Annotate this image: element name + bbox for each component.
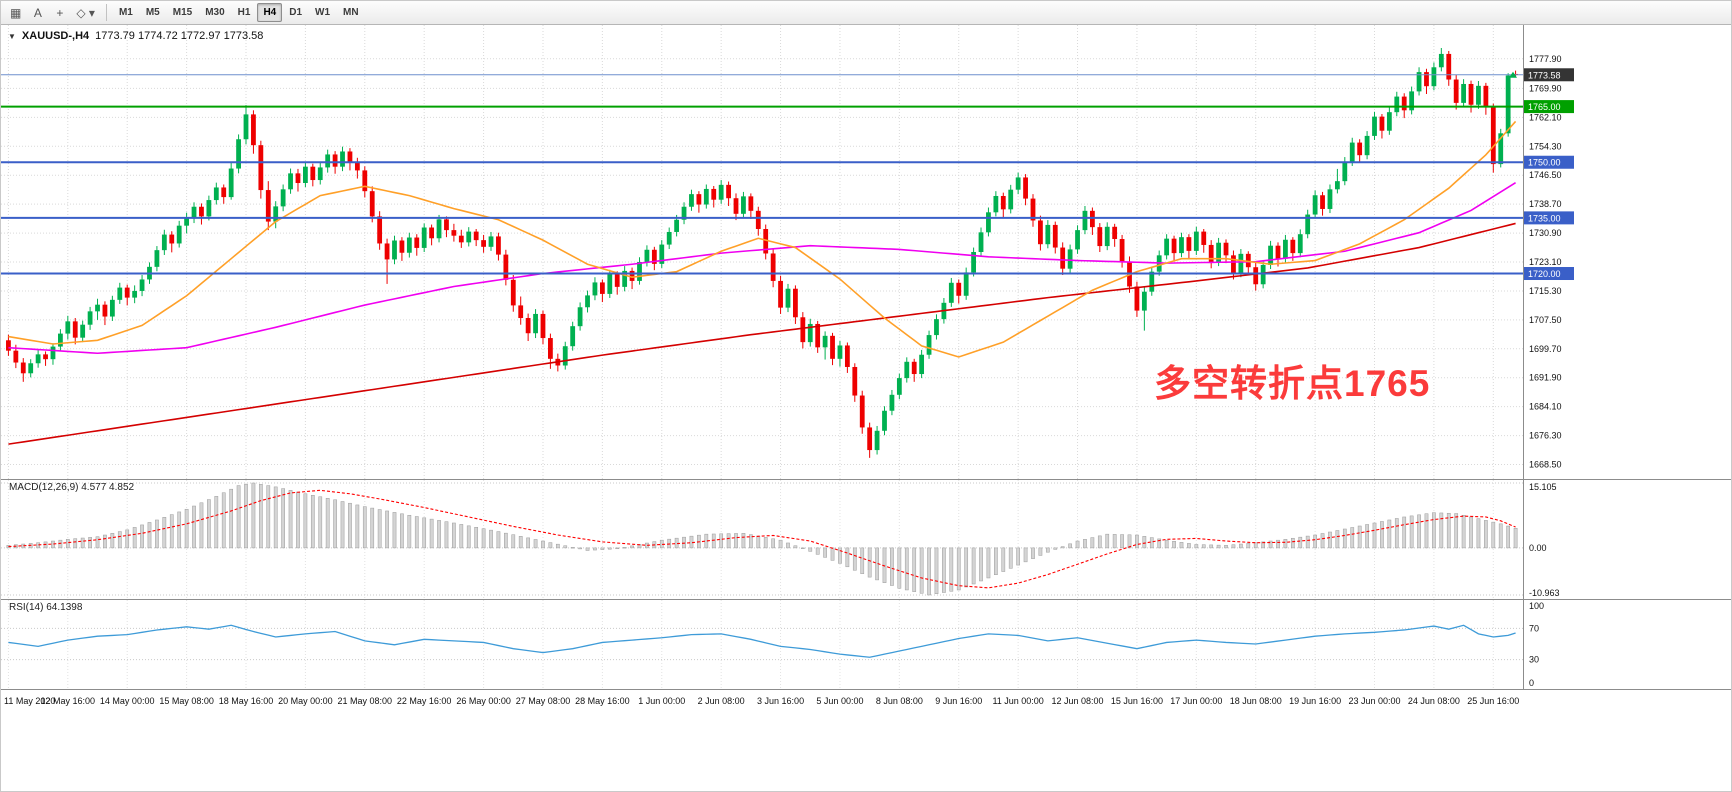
- timeframe-group: M1 M5 M15 M30 H1 H4 D1 W1 MN: [113, 3, 365, 22]
- main-grid-layer: 1777.90 1769.90 1762.10 1754.30 1746.50 1738.…: [1, 25, 1562, 479]
- svg-text:1707.50: 1707.50: [1529, 315, 1562, 325]
- time-label: 22 May 16:00: [397, 696, 452, 706]
- tile-windows-button[interactable]: ▦: [10, 5, 22, 20]
- time-label: 18 May 16:00: [219, 696, 274, 706]
- symbol-timeframe-label: XAUUSD-,H4: [21, 30, 90, 42]
- svg-text:1699.70: 1699.70: [1529, 344, 1562, 354]
- crosshair-tool-button[interactable]: +: [56, 5, 64, 20]
- current-price-badge: [1524, 68, 1574, 82]
- time-label: 8 Jun 08:00: [876, 696, 923, 706]
- svg-text:100: 100: [1529, 601, 1544, 611]
- timeframe-button-H1[interactable]: H1: [237, 7, 251, 18]
- svg-text:1720.00: 1720.00: [1528, 269, 1561, 279]
- ohlc-values: 1773.79 1774.72 1772.97 1773.58: [95, 30, 264, 42]
- macd-histogram: [6, 482, 1518, 596]
- time-label: 11 Jun 00:00: [992, 696, 1043, 706]
- svg-text:70: 70: [1529, 623, 1539, 633]
- svg-text:15.105: 15.105: [1529, 482, 1557, 492]
- time-label: 1 Jun 00:00: [638, 696, 685, 706]
- time-label: 19 Jun 16:00: [1289, 696, 1341, 706]
- svg-text:1746.50: 1746.50: [1529, 170, 1562, 180]
- time-label: 25 Jun 16:00: [1467, 696, 1519, 706]
- cursor-tool-button[interactable]: A: [33, 5, 42, 20]
- svg-text:1765.00: 1765.00: [1528, 102, 1561, 112]
- time-label: 14 May 00:00: [100, 696, 155, 706]
- toolbar-separator: [105, 4, 107, 21]
- main-chart-canvas[interactable]: 1777.90 1769.90 1762.10 1754.30 1746.50 1738.…: [1, 25, 1732, 479]
- time-label: 21 May 08:00: [338, 696, 393, 706]
- svg-text:1668.50: 1668.50: [1529, 460, 1562, 470]
- svg-text:1769.90: 1769.90: [1529, 83, 1562, 93]
- symbol-dropdown-icon[interactable]: ▼: [8, 31, 16, 41]
- price-badge-1750.00: [1524, 155, 1574, 169]
- svg-text:1676.30: 1676.30: [1529, 431, 1562, 441]
- chart-title: ▼ XAUUSD-,H4 1773.79 1774.72 1772.97 177…: [8, 30, 263, 42]
- svg-text:-10.963: -10.963: [1529, 588, 1560, 598]
- svg-text:1715.30: 1715.30: [1529, 286, 1562, 296]
- timeframe-button-M30[interactable]: M30: [205, 7, 225, 18]
- timeframe-button-M5[interactable]: M5: [145, 7, 160, 18]
- svg-text:1773.58: 1773.58: [1528, 70, 1561, 80]
- time-label: 11 May 2020: [4, 696, 55, 706]
- svg-text:1754.30: 1754.30: [1529, 141, 1562, 151]
- macd-signal-line: [8, 489, 1516, 589]
- chart-annotation-text[interactable]: 多空转折点1765: [1154, 363, 1431, 404]
- current-price-arrow-icon: [1509, 71, 1517, 78]
- ma-mid-magenta: [8, 181, 1517, 355]
- timeframe-button-W1[interactable]: W1: [315, 7, 331, 18]
- price-badge-1720.00: [1524, 267, 1574, 281]
- time-label: 2 Jun 08:00: [698, 696, 745, 706]
- rsi-panel-canvas[interactable]: 100 70 30 0: [1, 599, 1732, 689]
- timeframe-button-MN[interactable]: MN: [343, 7, 359, 18]
- svg-text:1684.10: 1684.10: [1529, 402, 1562, 412]
- toolbar: ▦ A + ◇ ▾ M1 M5 M15 M30 H1 H4 D1 W1 MN: [1, 1, 1731, 25]
- macd-indicator-label: MACD(12,26,9) 4.577 4.852: [9, 482, 135, 493]
- svg-text:1730.90: 1730.90: [1529, 228, 1562, 238]
- timeframe-button-H4[interactable]: H4: [257, 3, 283, 22]
- time-label: 15 May 08:00: [159, 696, 214, 706]
- rsi-line: [8, 624, 1516, 658]
- time-label: 28 May 16:00: [575, 696, 630, 706]
- svg-text:30: 30: [1529, 655, 1539, 665]
- timeframe-button-D1[interactable]: D1: [289, 7, 303, 18]
- time-label: 9 Jun 16:00: [935, 696, 982, 706]
- timeframe-button-M1[interactable]: M1: [118, 7, 133, 18]
- ma-fast-orange: [8, 120, 1517, 358]
- time-label: 12 May 16:00: [41, 696, 96, 706]
- time-label: 5 Jun 00:00: [816, 696, 863, 706]
- svg-text:0.00: 0.00: [1529, 543, 1547, 553]
- time-label: 15 Jun 16:00: [1111, 696, 1163, 706]
- svg-text:0: 0: [1529, 678, 1534, 688]
- time-label: 23 Jun 00:00: [1348, 696, 1400, 706]
- time-label: 3 Jun 16:00: [757, 696, 804, 706]
- price-badge-1735.00: [1524, 211, 1574, 225]
- draw-tools-button[interactable]: ◇ ▾: [76, 5, 95, 20]
- time-label: 17 Jun 00:00: [1170, 696, 1222, 706]
- svg-text:1777.90: 1777.90: [1529, 54, 1562, 64]
- svg-text:1735.00: 1735.00: [1528, 213, 1561, 223]
- time-label: 27 May 08:00: [516, 696, 571, 706]
- rsi-indicator-label: RSI(14) 64.1398: [9, 602, 83, 613]
- time-label: 20 May 00:00: [278, 696, 333, 706]
- toolbar-icon-group: ▦ A + ◇ ▾: [5, 3, 100, 22]
- svg-text:1738.70: 1738.70: [1529, 199, 1562, 209]
- time-label: 12 Jun 08:00: [1052, 696, 1104, 706]
- svg-text:1691.90: 1691.90: [1529, 373, 1562, 383]
- timeframe-button-M15[interactable]: M15: [172, 7, 193, 18]
- svg-text:1762.10: 1762.10: [1529, 112, 1562, 122]
- price-badge-1765.00: [1524, 100, 1574, 114]
- time-label: 26 May 00:00: [456, 696, 511, 706]
- time-label: 24 Jun 08:00: [1408, 696, 1460, 706]
- svg-text:1750.00: 1750.00: [1528, 158, 1561, 168]
- macd-panel-canvas[interactable]: 15.105 0.00 -10.963: [1, 479, 1732, 599]
- time-label: 18 Jun 08:00: [1230, 696, 1282, 706]
- svg-text:1723.10: 1723.10: [1529, 257, 1562, 267]
